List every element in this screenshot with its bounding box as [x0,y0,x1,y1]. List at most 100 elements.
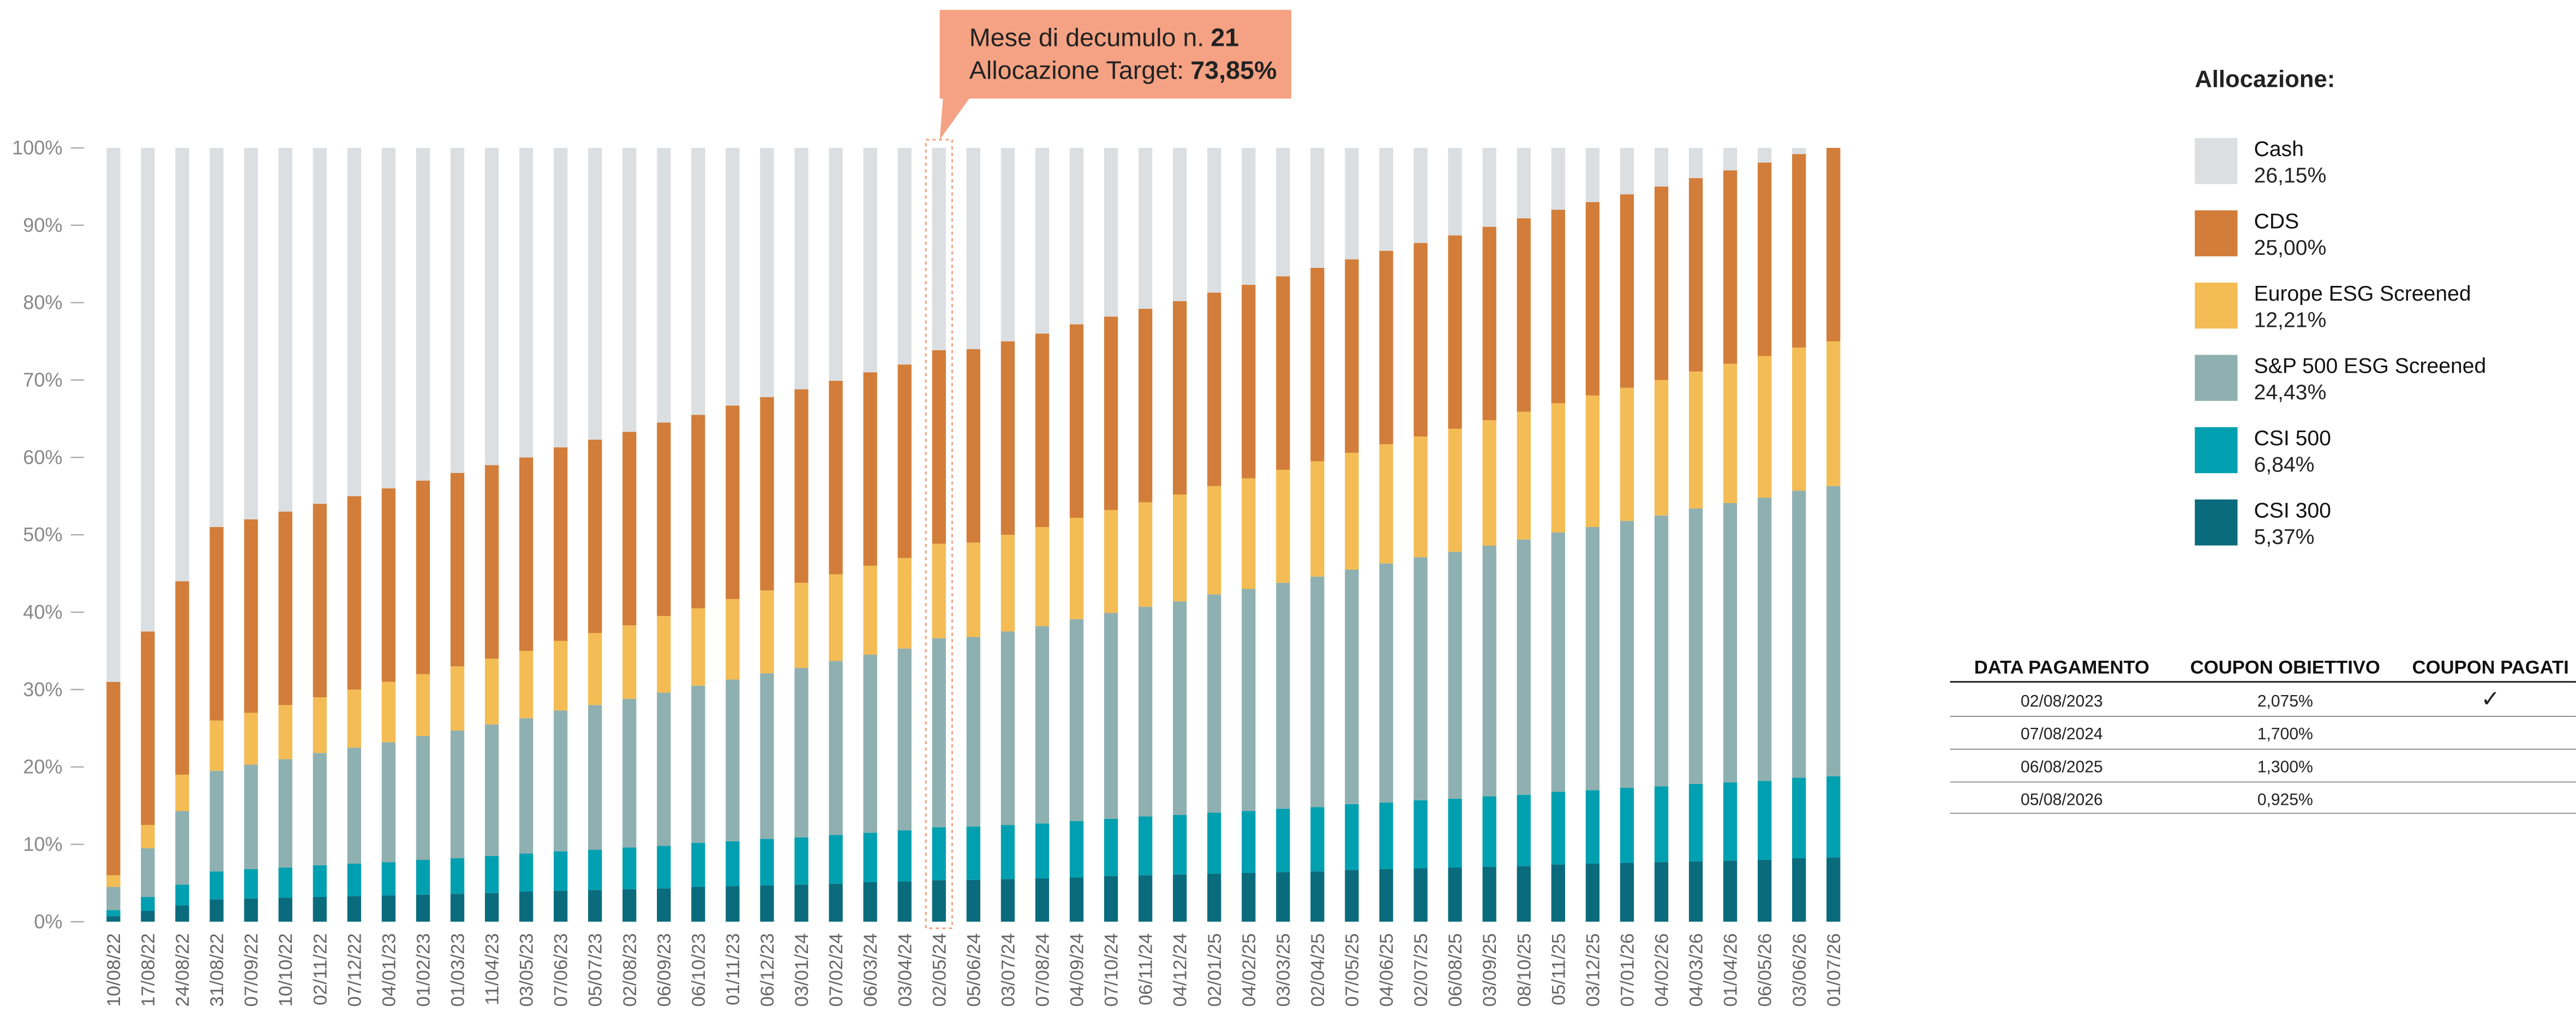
bar-segment [1723,860,1738,922]
bar-segment [1517,539,1531,795]
bar-segment [1758,162,1772,356]
bar-segment [1758,148,1772,163]
x-tick-label: 10/10/22 [275,933,296,1007]
bar-segment [1069,877,1084,922]
bar-segment [244,148,258,519]
bar-segment [1448,235,1462,429]
bar-segment [1723,503,1738,783]
table-cell: 2,075% [2257,692,2313,710]
bar-segment [863,372,877,566]
bar-segment [1551,864,1565,922]
bar-segment [244,713,258,765]
bar-segment [416,859,430,895]
bar-segment [657,692,671,846]
bar-segment [691,685,705,843]
bar-segment [553,851,568,891]
bar-segment [450,858,465,894]
bar-segment [897,558,912,649]
x-tick-label: 31/08/22 [207,933,227,1007]
bar-segment [1207,812,1221,874]
bar-segment [657,616,671,693]
bar-segment [897,364,912,558]
bar-segment [1001,825,1015,880]
bar-segment [141,848,155,897]
x-tick-label: 03/09/25 [1479,933,1500,1007]
bar-segment [244,519,258,713]
bar-segment [1792,347,1806,491]
bar-segment [1413,436,1428,558]
bar-segment [347,747,361,864]
bar-segment [1138,148,1153,309]
x-tick-label: 03/07/24 [998,933,1019,1007]
bar-segment [726,148,740,406]
legend-value: 25,00% [2254,236,2327,260]
bar-segment [347,863,361,896]
bar-segment [966,880,980,922]
bar-segment [794,668,808,837]
bar-segment [588,890,602,922]
x-tick-label: 07/06/23 [551,933,572,1007]
bar-segment [1345,870,1359,922]
bar-segment [416,480,430,674]
bar-segment [1207,148,1221,293]
x-tick-label: 03/12/25 [1583,933,1603,1007]
bar-segment [1723,363,1738,504]
bar-segment [1242,148,1256,285]
bar-segment [278,148,292,512]
bar-segment [760,673,774,839]
x-tick-label: 04/02/26 [1652,933,1673,1007]
bar-segment [1448,148,1462,236]
bar-segment [1207,292,1221,486]
bar-segment [897,830,912,882]
bar-segment [1585,527,1600,791]
bar-segment [141,631,155,825]
legend-swatch [2195,427,2238,474]
bar-segment [760,885,774,922]
bar-segment [244,869,258,899]
bar-segment [1792,148,1806,154]
bar-segment [1104,613,1118,819]
legend-label: Cash [2254,137,2304,161]
legend-value: 26,15% [2254,164,2327,187]
bar-segment [106,910,121,917]
annotation-line: Mese di decumulo n. 21 [969,23,1239,51]
bar-segment [1207,594,1221,813]
bar-segment [1654,862,1669,922]
bar-segment [657,148,671,423]
y-tick-label: 80% [23,291,62,314]
bar-segment [794,837,808,885]
bar-segment [553,447,568,641]
bar-segment [897,148,912,365]
bar-segment [1620,387,1634,521]
bar-segment [1723,148,1738,171]
table-cell: 02/08/2023 [2021,692,2103,710]
bar-segment [484,659,499,725]
legend-label: CSI 500 [2254,427,2331,450]
bar-segment [726,886,740,922]
bar-segment [1413,800,1428,869]
bar-segment [347,496,361,690]
bar-segment [1758,859,1772,922]
x-tick-label: 05/06/24 [963,933,984,1007]
bar-segment [1001,535,1015,632]
bar-segment [863,882,877,922]
bar-segment [1035,878,1050,922]
x-tick-label: 02/08/23 [620,933,640,1007]
x-tick-label: 06/03/24 [860,933,881,1007]
bar-segment [1688,508,1703,784]
bar-segment [209,720,224,771]
bar-segment [416,148,430,481]
bar-segment [932,148,946,350]
bar-segment [1310,148,1325,268]
table-header: DATA PAGAMENTO [1974,657,2149,678]
bar-segment [622,698,637,848]
bar-segment [175,581,189,775]
bar-segment [1242,873,1256,922]
bar-segment [691,608,705,686]
bar-segment [313,865,327,897]
legend-value: 6,84% [2254,453,2315,476]
table-cell: 05/08/2026 [2021,791,2103,809]
x-tick-label: 01/11/23 [723,933,744,1005]
y-tick-label: 40% [23,601,62,623]
bar-segment [622,148,637,432]
